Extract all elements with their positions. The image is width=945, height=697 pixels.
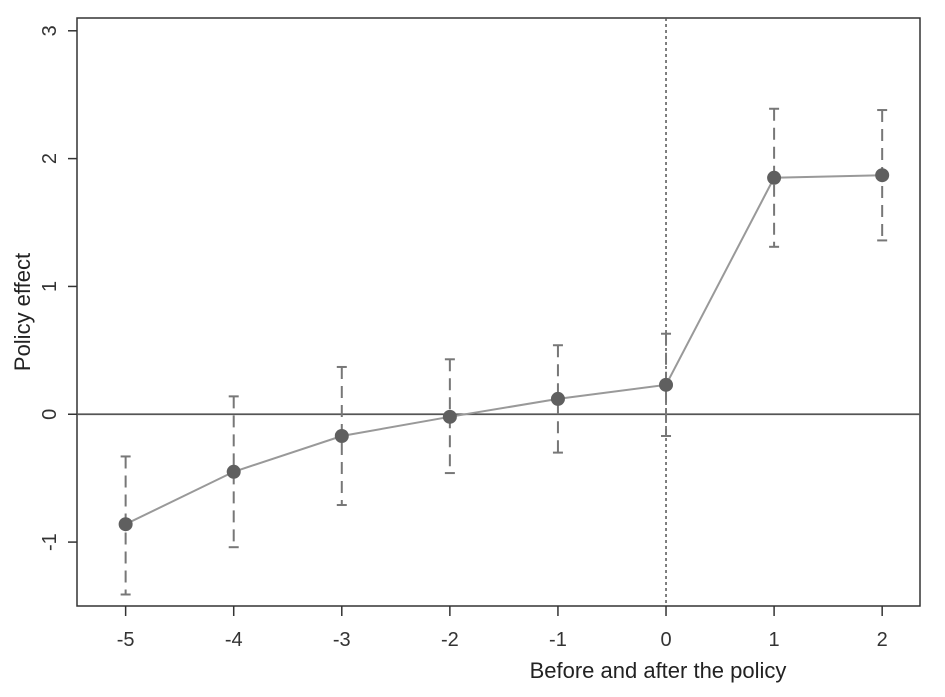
y-tick-label: -1 bbox=[39, 533, 61, 551]
x-tick-label: -3 bbox=[333, 629, 351, 651]
data-point bbox=[659, 377, 674, 392]
x-tick-label: -1 bbox=[549, 629, 567, 651]
series-line bbox=[125, 174, 883, 526]
x-tick-label: -5 bbox=[117, 629, 135, 651]
x-tick-label: 0 bbox=[660, 629, 671, 651]
data-point bbox=[226, 464, 241, 479]
data-points bbox=[118, 168, 890, 532]
data-point bbox=[118, 517, 133, 532]
y-axis: -1 0 1 2 3 bbox=[39, 25, 77, 551]
reference-lines bbox=[77, 18, 920, 606]
x-axis-title: Before and after the policy bbox=[530, 658, 787, 683]
data-point bbox=[334, 428, 349, 443]
y-tick-label: 0 bbox=[39, 409, 61, 420]
x-tick-label: 2 bbox=[877, 629, 888, 651]
x-tick-label: 1 bbox=[769, 629, 780, 651]
data-point bbox=[442, 409, 457, 424]
plot-frame bbox=[76, 17, 921, 607]
x-tick-label: -2 bbox=[441, 629, 459, 651]
y-tick-label: 1 bbox=[39, 281, 61, 292]
y-axis-title: Policy effect bbox=[10, 253, 35, 371]
y-tick-label: 3 bbox=[39, 25, 61, 36]
x-axis: -5 -4 -3 -2 -1 0 1 2 bbox=[117, 606, 888, 651]
x-tick-label: -4 bbox=[225, 629, 243, 651]
y-tick-label: 2 bbox=[39, 153, 61, 164]
data-point bbox=[767, 170, 782, 185]
data-point bbox=[875, 168, 890, 183]
data-point bbox=[550, 391, 565, 406]
